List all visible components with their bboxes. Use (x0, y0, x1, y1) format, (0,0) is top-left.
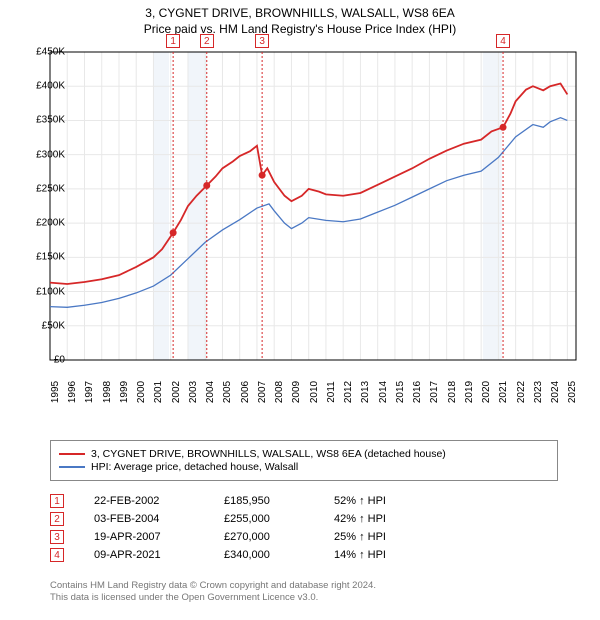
y-tick-label: £250K (20, 183, 65, 194)
x-tick-label: 2001 (153, 381, 164, 403)
sale-price: £270,000 (224, 531, 334, 543)
x-tick-label: 2021 (498, 381, 509, 403)
sales-table: 1 22-FEB-2002 £185,950 52% ↑ HPI 2 03-FE… (50, 490, 464, 566)
x-tick-label: 2023 (533, 381, 544, 403)
y-tick-label: £300K (20, 149, 65, 160)
x-tick-label: 2014 (378, 381, 389, 403)
chart-container: 3, CYGNET DRIVE, BROWNHILLS, WALSALL, WS… (0, 0, 600, 620)
legend-swatch (59, 453, 85, 455)
sales-row: 4 09-APR-2021 £340,000 14% ↑ HPI (50, 548, 464, 562)
x-tick-label: 1999 (119, 381, 130, 403)
x-tick-label: 2006 (240, 381, 251, 403)
legend-box: 3, CYGNET DRIVE, BROWNHILLS, WALSALL, WS… (50, 440, 558, 481)
sale-marker-icon: 3 (50, 530, 64, 544)
sales-row: 2 03-FEB-2004 £255,000 42% ↑ HPI (50, 512, 464, 526)
chart-svg (50, 48, 580, 398)
x-tick-label: 2020 (481, 381, 492, 403)
y-tick-label: £100K (20, 286, 65, 297)
x-tick-label: 2000 (136, 381, 147, 403)
sale-date: 22-FEB-2002 (94, 495, 224, 507)
y-tick-label: £450K (20, 47, 65, 58)
title-address: 3, CYGNET DRIVE, BROWNHILLS, WALSALL, WS… (0, 6, 600, 20)
legend-row: 3, CYGNET DRIVE, BROWNHILLS, WALSALL, WS… (59, 448, 549, 460)
chart-area (50, 48, 580, 398)
x-tick-label: 1998 (102, 381, 113, 403)
x-tick-label: 1995 (50, 381, 61, 403)
sale-price: £340,000 (224, 549, 334, 561)
x-tick-label: 2008 (274, 381, 285, 403)
x-tick-label: 2007 (257, 381, 268, 403)
chart-marker-icon: 3 (255, 34, 269, 48)
x-tick-label: 2011 (326, 381, 337, 403)
sale-marker-icon: 1 (50, 494, 64, 508)
x-tick-label: 2003 (188, 381, 199, 403)
sale-price: £185,950 (224, 495, 334, 507)
y-tick-label: £0 (20, 355, 65, 366)
y-tick-label: £400K (20, 81, 65, 92)
footer-attribution: Contains HM Land Registry data © Crown c… (50, 580, 376, 605)
x-tick-label: 2013 (360, 381, 371, 403)
x-tick-label: 2010 (309, 381, 320, 403)
sale-marker-icon: 2 (50, 512, 64, 526)
sale-marker-icon: 4 (50, 548, 64, 562)
x-tick-label: 1997 (84, 381, 95, 403)
sale-date: 09-APR-2021 (94, 549, 224, 561)
sale-date: 19-APR-2007 (94, 531, 224, 543)
y-tick-label: £350K (20, 115, 65, 126)
sale-pct: 25% ↑ HPI (334, 531, 464, 543)
legend-swatch (59, 466, 85, 468)
legend-label: HPI: Average price, detached house, Wals… (91, 461, 298, 473)
x-tick-label: 2025 (567, 381, 578, 403)
chart-marker-icon: 2 (200, 34, 214, 48)
x-tick-label: 2019 (464, 381, 475, 403)
x-tick-label: 2022 (516, 381, 527, 403)
x-tick-label: 2024 (550, 381, 561, 403)
y-tick-label: £50K (20, 320, 65, 331)
chart-marker-icon: 1 (166, 34, 180, 48)
chart-marker-icon: 4 (496, 34, 510, 48)
x-tick-label: 2005 (222, 381, 233, 403)
sale-date: 03-FEB-2004 (94, 513, 224, 525)
sales-row: 1 22-FEB-2002 £185,950 52% ↑ HPI (50, 494, 464, 508)
sale-pct: 14% ↑ HPI (334, 549, 464, 561)
x-tick-label: 2016 (412, 381, 423, 403)
x-tick-label: 2009 (291, 381, 302, 403)
x-tick-label: 2012 (343, 381, 354, 403)
footer-line: Contains HM Land Registry data © Crown c… (50, 580, 376, 592)
y-tick-label: £150K (20, 252, 65, 263)
sale-price: £255,000 (224, 513, 334, 525)
sale-pct: 42% ↑ HPI (334, 513, 464, 525)
y-tick-label: £200K (20, 218, 65, 229)
sales-row: 3 19-APR-2007 £270,000 25% ↑ HPI (50, 530, 464, 544)
x-tick-label: 2018 (447, 381, 458, 403)
x-tick-label: 2002 (171, 381, 182, 403)
titles: 3, CYGNET DRIVE, BROWNHILLS, WALSALL, WS… (0, 0, 600, 36)
legend-label: 3, CYGNET DRIVE, BROWNHILLS, WALSALL, WS… (91, 448, 446, 460)
sale-pct: 52% ↑ HPI (334, 495, 464, 507)
x-tick-label: 1996 (67, 381, 78, 403)
footer-line: This data is licensed under the Open Gov… (50, 592, 376, 604)
x-tick-label: 2017 (429, 381, 440, 403)
legend-row: HPI: Average price, detached house, Wals… (59, 461, 549, 473)
x-tick-label: 2004 (205, 381, 216, 403)
x-tick-label: 2015 (395, 381, 406, 403)
